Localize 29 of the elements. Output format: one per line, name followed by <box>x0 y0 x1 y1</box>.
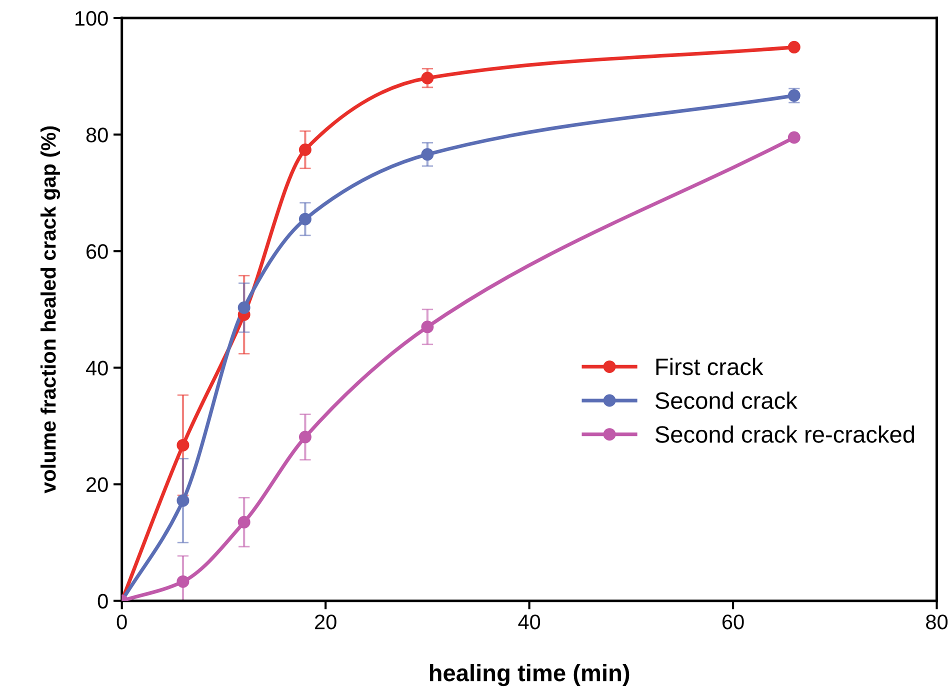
y-tick-label: 80 <box>86 128 108 142</box>
x-tick-label: 40 <box>518 614 540 630</box>
y-axis-title: volume fraction healed crack gap (%) <box>40 126 60 494</box>
x-tick-label: 0 <box>116 614 127 630</box>
point <box>176 575 190 588</box>
point <box>421 72 434 84</box>
y-tick-label: 100 <box>75 11 108 26</box>
x-tick-label: 80 <box>926 614 948 630</box>
y-tick-label: 0 <box>98 594 108 609</box>
point <box>176 494 190 507</box>
point <box>421 148 434 161</box>
y-tick-label: 20 <box>86 477 108 492</box>
legend-label: Second crack <box>655 392 798 410</box>
point <box>298 212 312 226</box>
x-tick-label: 60 <box>722 614 744 630</box>
x-axis-title: healing time (min) <box>430 664 630 686</box>
legend-label: Second crack re-cracked <box>655 425 914 443</box>
point <box>421 320 434 334</box>
y-tick-label: 40 <box>86 360 108 376</box>
point <box>238 301 250 314</box>
legend-label: First crack <box>656 358 764 376</box>
x-tick-label: 20 <box>315 614 336 630</box>
point <box>176 438 190 452</box>
y-tick-label: 60 <box>86 244 108 259</box>
point <box>298 143 312 156</box>
point <box>298 430 312 444</box>
point <box>788 40 800 54</box>
point <box>238 516 250 528</box>
point <box>788 131 800 144</box>
